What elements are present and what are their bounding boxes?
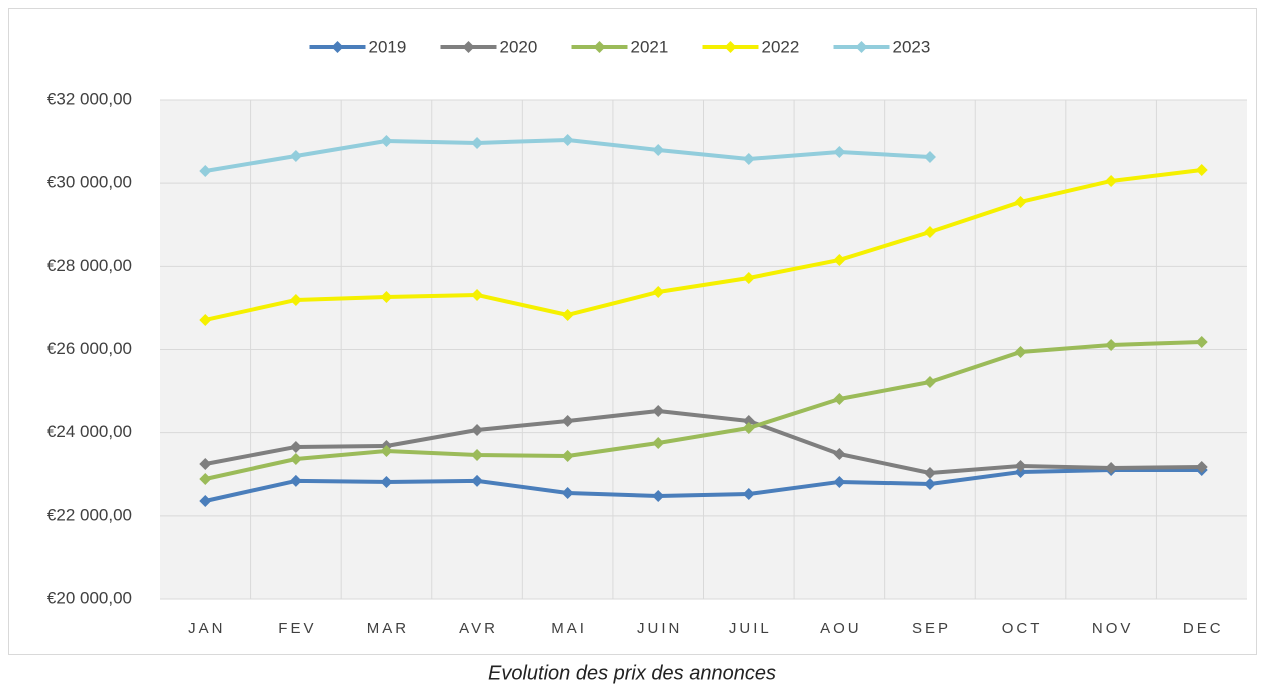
x-tick-label: NOV xyxy=(1092,620,1134,637)
series-line xyxy=(204,468,1202,503)
legend-marker xyxy=(724,41,737,53)
point-marker xyxy=(289,440,302,453)
point-marker xyxy=(561,414,574,427)
legend-label: 2020 xyxy=(500,37,538,56)
point-marker xyxy=(1105,174,1118,187)
x-tick-label: MAI xyxy=(551,620,587,637)
point-marker xyxy=(652,405,665,418)
point-marker xyxy=(742,414,755,427)
point-marker xyxy=(1195,163,1208,176)
chart-caption: Evolution des prix des annonces xyxy=(488,662,776,684)
point-marker xyxy=(652,489,665,502)
point-marker xyxy=(471,288,484,301)
point-marker xyxy=(742,271,755,284)
point-marker xyxy=(1014,459,1027,472)
x-tick-label: AOU xyxy=(820,620,862,637)
point-marker xyxy=(923,467,936,480)
point-marker xyxy=(199,457,212,470)
x-tick-label: SEP xyxy=(912,620,951,637)
point-marker xyxy=(561,449,574,462)
x-tick-label: DEC xyxy=(1183,620,1224,637)
y-tick-label: €30 000,00 xyxy=(47,173,132,192)
legend-label: 2023 xyxy=(893,37,931,56)
y-tick-label: €24 000,00 xyxy=(47,422,132,441)
point-marker xyxy=(742,488,755,501)
x-tick-label: AVR xyxy=(459,620,498,637)
point-marker xyxy=(1014,466,1027,479)
point-marker xyxy=(471,424,484,437)
point-marker xyxy=(289,474,302,487)
point-marker xyxy=(380,134,393,147)
x-tick-label: JUIN xyxy=(637,620,682,637)
series-line xyxy=(204,339,1202,481)
y-tick-label: €26 000,00 xyxy=(47,339,132,358)
point-marker xyxy=(199,164,212,177)
y-tick-label: €32 000,00 xyxy=(47,89,132,108)
legend-label: 2021 xyxy=(631,37,669,56)
point-marker xyxy=(923,225,936,238)
series-line xyxy=(204,409,1202,476)
x-tick-label: OCT xyxy=(1002,620,1043,637)
point-marker xyxy=(561,308,574,321)
point-marker xyxy=(833,253,846,266)
legend-marker xyxy=(331,41,344,53)
y-tick-label: €28 000,00 xyxy=(47,256,132,275)
legend-marker xyxy=(855,41,868,53)
x-tick-label: MAR xyxy=(367,620,409,637)
point-marker xyxy=(742,152,755,165)
point-marker xyxy=(471,448,484,461)
point-marker xyxy=(289,452,302,465)
point-marker xyxy=(833,145,846,158)
point-marker xyxy=(923,375,936,388)
point-marker xyxy=(742,421,755,434)
point-marker xyxy=(833,392,846,405)
legend-label: 2022 xyxy=(762,37,800,56)
point-marker xyxy=(833,475,846,488)
point-marker xyxy=(652,285,665,298)
point-marker xyxy=(380,475,393,488)
point-marker xyxy=(652,143,665,156)
point-marker xyxy=(471,136,484,149)
legend-marker xyxy=(593,41,606,53)
point-marker xyxy=(561,133,574,146)
point-marker xyxy=(199,313,212,326)
x-tick-label: JUIL xyxy=(729,620,772,637)
point-marker xyxy=(380,290,393,303)
point-marker xyxy=(289,293,302,306)
point-marker xyxy=(289,149,302,162)
point-marker xyxy=(923,477,936,490)
x-tick-label: JAN xyxy=(188,620,225,637)
series-line xyxy=(204,167,1202,322)
point-marker xyxy=(1195,460,1208,473)
point-marker xyxy=(1105,462,1118,475)
point-marker xyxy=(1014,345,1027,358)
y-tick-label: €22 000,00 xyxy=(47,505,132,524)
legend-label: 2019 xyxy=(369,37,407,56)
point-marker xyxy=(1105,338,1118,351)
point-marker xyxy=(199,472,212,485)
point-marker xyxy=(833,447,846,460)
point-marker xyxy=(380,445,393,458)
point-marker xyxy=(1014,195,1027,208)
point-marker xyxy=(199,494,212,507)
point-marker xyxy=(471,474,484,487)
x-tick-label: FEV xyxy=(278,620,316,637)
point-marker xyxy=(561,486,574,499)
point-marker xyxy=(1195,335,1208,348)
point-marker xyxy=(652,436,665,449)
legend-marker xyxy=(462,41,475,53)
point-marker xyxy=(923,150,936,163)
y-tick-label: €20 000,00 xyxy=(47,588,132,607)
